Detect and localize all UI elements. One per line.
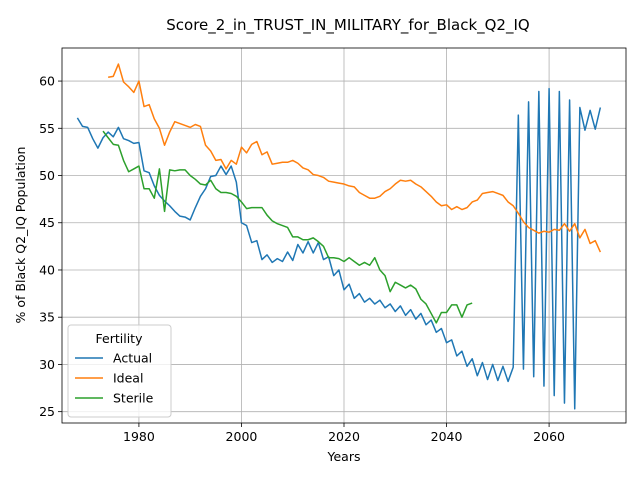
y-tick-label: 30	[39, 357, 55, 372]
x-axis-ticks: 1980 2000 2020 2040 2060	[123, 423, 565, 444]
y-tick-label: 60	[39, 74, 55, 89]
x-axis-label: Years	[327, 449, 361, 464]
y-tick-label: 25	[39, 404, 55, 419]
y-tick-label: 35	[39, 310, 55, 325]
y-tick-label: 55	[39, 121, 55, 136]
series-lines	[76, 63, 602, 410]
series-line-actual	[76, 87, 602, 410]
legend-label-actual: Actual	[113, 351, 152, 366]
x-tick-label: 2060	[533, 429, 565, 444]
legend-title: Fertility	[96, 331, 144, 346]
x-tick-label: 1980	[123, 429, 155, 444]
y-axis-label: % of Black Q2_IQ Population	[13, 147, 28, 324]
x-tick-label: 2040	[431, 429, 463, 444]
x-tick-label: 2020	[328, 429, 360, 444]
y-tick-label: 40	[39, 262, 55, 277]
series-line-sterile	[102, 130, 473, 324]
legend-label-sterile: Sterile	[113, 391, 154, 406]
legend-box	[67, 324, 172, 418]
chart-title: Score_2_in_TRUST_IN_MILITARY_for_Black_Q…	[166, 16, 529, 35]
y-tick-label: 50	[39, 168, 55, 183]
legend: Fertility Actual Ideal Sterile	[67, 324, 172, 418]
y-axis-ticks: 25 30 35 40 45 50 55 60	[39, 74, 62, 419]
legend-entries: Actual Ideal Sterile	[75, 351, 154, 406]
series-line-ideal	[108, 63, 602, 253]
y-tick-label: 45	[39, 215, 55, 230]
legend-label-ideal: Ideal	[113, 371, 143, 386]
x-tick-label: 2000	[226, 429, 258, 444]
